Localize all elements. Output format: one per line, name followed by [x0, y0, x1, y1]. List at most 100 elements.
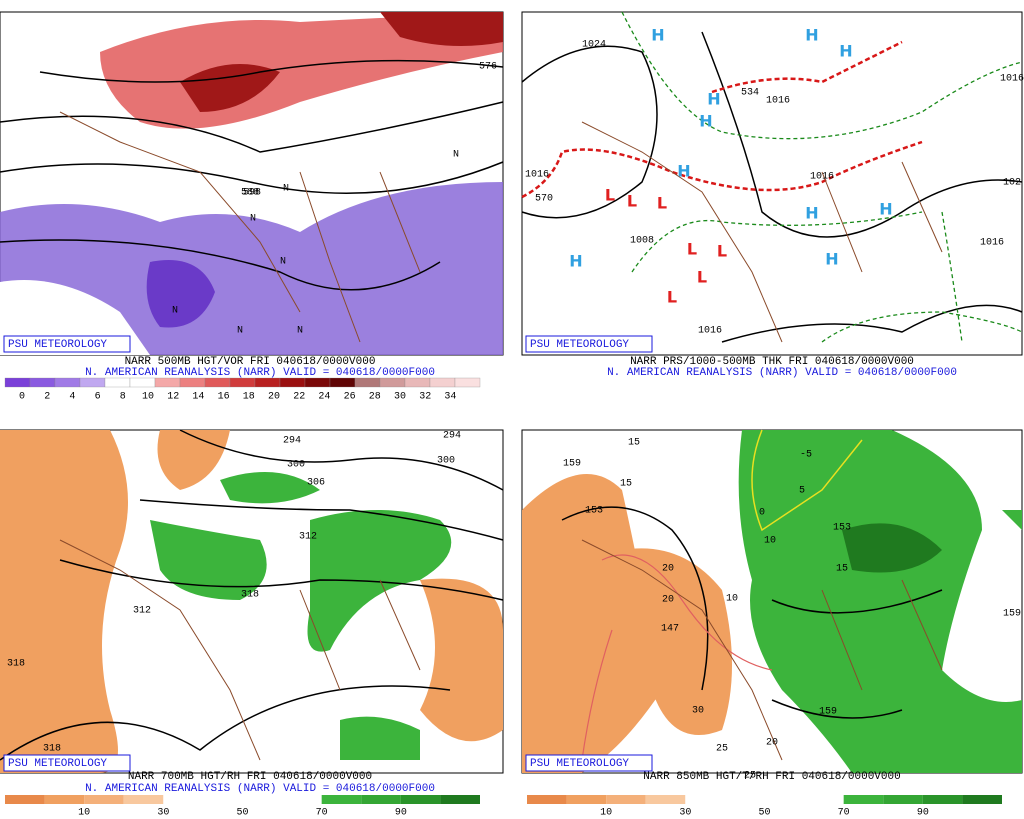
- moist-area: [220, 472, 420, 760]
- contour-label: 102: [1003, 178, 1021, 189]
- contour-label: 1016: [766, 96, 790, 107]
- badge-box: [525, 335, 653, 353]
- contour-label: N: [453, 150, 459, 161]
- colorbar-swatch: [321, 795, 362, 804]
- contour-label: 534: [741, 88, 759, 99]
- thickness-534: [711, 40, 903, 94]
- vorticity-area: [0, 182, 503, 355]
- panel-700mb: [0, 429, 504, 774]
- colorbar-label: 32: [419, 392, 431, 403]
- pressure-center: H: [805, 204, 818, 223]
- contour-label: 20: [662, 564, 674, 575]
- map-subtitle: N. AMERICAN REANALYSIS (NARR) VALID = 04…: [85, 367, 435, 379]
- contour-label: 1016: [810, 172, 834, 183]
- pressure-center: L: [627, 192, 637, 211]
- colorbar-label: 28: [369, 392, 381, 403]
- colorbar-label: 50: [236, 808, 248, 819]
- colorbar-label: 8: [120, 392, 126, 403]
- vorticity-max: [146, 260, 215, 328]
- colorbar-swatch: [329, 377, 356, 388]
- colorbar-swatch: [429, 377, 456, 388]
- colorbar-swatch: [606, 795, 646, 804]
- contour-label: 153: [833, 523, 851, 534]
- colorbar-label: 10: [142, 392, 154, 403]
- colorbar-label: 30: [679, 808, 691, 819]
- map-title: NARR 850MB HGT/T/RH FRI 040618/0000V000: [643, 771, 900, 783]
- contour-label: 10: [726, 594, 738, 605]
- colorbar-swatch: [79, 377, 106, 388]
- colorbar-swatch: [404, 377, 431, 388]
- badge: PSU METEOROLOGY: [530, 339, 629, 351]
- contour-label: 20: [662, 595, 674, 606]
- moist-core: [842, 523, 942, 573]
- pressure-center: H: [699, 112, 712, 131]
- colorbar-swatch: [764, 795, 805, 804]
- contour-label: 294: [283, 436, 301, 447]
- colorbar-swatch: [379, 377, 406, 388]
- colorbar-swatch: [204, 377, 231, 388]
- contour-label: 1016: [1000, 74, 1024, 85]
- contour-label: 15: [620, 479, 632, 490]
- pressure-center: H: [569, 252, 582, 271]
- colorbar-label: 10: [600, 808, 612, 819]
- borders: [59, 111, 421, 343]
- contour-label: 1024: [582, 40, 606, 51]
- contour-label: 15: [628, 438, 640, 449]
- dry-area: [420, 578, 503, 742]
- colorbar-label: 50: [758, 808, 770, 819]
- colorbar-swatch: [354, 377, 381, 388]
- colorbar-swatch: [454, 377, 481, 388]
- colorbar-swatch: [44, 795, 85, 804]
- colorbar-swatch: [304, 377, 331, 388]
- colorbar-label: 10: [78, 808, 90, 819]
- contour-label: 312: [299, 532, 317, 543]
- contour-label: N: [280, 257, 286, 268]
- contour-label: 294: [443, 431, 461, 442]
- contour-label: 300: [437, 456, 455, 467]
- badge: PSU METEOROLOGY: [530, 758, 629, 770]
- colorbar-label: 34: [444, 392, 456, 403]
- contour-label: N: [237, 326, 243, 337]
- colorbar-swatch: [440, 795, 480, 804]
- contour-label: 1008: [630, 236, 654, 247]
- colorbar-swatch: [5, 795, 45, 804]
- isobar: [701, 31, 1023, 238]
- colorbar-label: 20: [268, 392, 280, 403]
- colorbar-swatch: [922, 795, 963, 804]
- badge: PSU METEOROLOGY: [8, 339, 107, 351]
- isobar: [521, 45, 658, 219]
- colorbar-swatch: [527, 795, 567, 804]
- pressure-center: L: [687, 240, 697, 259]
- pressure-center: L: [667, 288, 677, 307]
- isotherm-warm: [581, 554, 773, 761]
- contour: [0, 101, 504, 153]
- colorbar-swatch: [685, 795, 725, 804]
- borders: [581, 539, 943, 761]
- colorbar-swatch: [400, 795, 441, 804]
- contour-label: 1016: [698, 326, 722, 337]
- badge-box: [3, 335, 131, 353]
- moist-area: [150, 520, 267, 600]
- dry-area: [157, 430, 230, 490]
- contour-label: 0: [759, 508, 765, 519]
- colorbar-label: 4: [69, 392, 75, 403]
- contour: [561, 506, 943, 719]
- colorbar-label: 90: [917, 808, 929, 819]
- colorbar-swatch: [154, 377, 181, 388]
- vorticity-peak: [380, 12, 503, 46]
- colorbar-swatch: [84, 795, 124, 804]
- contour-label: 570: [535, 194, 553, 205]
- contour-label: 318: [43, 744, 61, 755]
- contour-label: N: [172, 306, 178, 317]
- colorbar-label: 26: [344, 392, 356, 403]
- pressure-center: H: [651, 26, 664, 45]
- colorbar-label: 14: [192, 392, 204, 403]
- map-frame: [521, 11, 1023, 356]
- panel-850mb: [521, 429, 1023, 774]
- pressure-center: L: [717, 242, 727, 261]
- moist-area: [738, 430, 1022, 773]
- contour-label: 576: [479, 62, 497, 73]
- colorbar-label: 16: [218, 392, 230, 403]
